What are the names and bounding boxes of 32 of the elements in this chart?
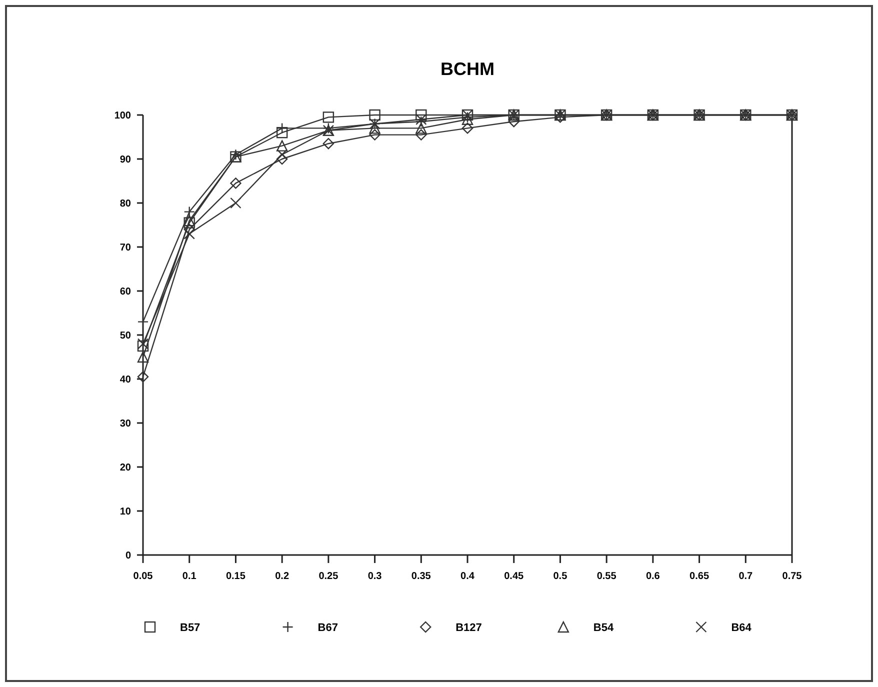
y-tick-label: 10 xyxy=(120,506,132,518)
x-tick-label: 0.65 xyxy=(690,571,710,582)
y-tick-label: 60 xyxy=(120,286,132,298)
y-tick-label: 90 xyxy=(120,154,132,166)
x-tick-label: 0.4 xyxy=(460,571,475,582)
x-tick-label: 0.55 xyxy=(596,571,617,582)
y-tick-label: 20 xyxy=(120,462,132,474)
y-tick-label: 50 xyxy=(120,330,132,342)
chart-title: BCHM xyxy=(440,59,494,79)
x-tick-label: 0.7 xyxy=(738,571,754,582)
y-tick-label: 0 xyxy=(125,550,132,562)
x-tick-label: 0.2 xyxy=(275,571,290,582)
y-tick-label: 80 xyxy=(120,198,132,210)
legend-label: B67 xyxy=(318,622,338,634)
x-tick-label: 0.75 xyxy=(782,571,802,582)
x-tick-label: 0.1 xyxy=(182,571,197,582)
y-tick-label: 30 xyxy=(120,418,132,430)
legend-label: B64 xyxy=(731,622,752,634)
x-tick-label: 0.3 xyxy=(368,571,382,582)
x-tick-label: 0.25 xyxy=(318,571,339,582)
legend-label: B127 xyxy=(456,622,482,634)
x-tick-label: 0.05 xyxy=(133,571,154,582)
x-tick-label: 0.5 xyxy=(553,571,568,582)
y-tick-label: 40 xyxy=(120,374,132,386)
legend-label: B57 xyxy=(180,622,200,634)
x-tick-label: 0.35 xyxy=(411,571,432,582)
y-tick-label: 70 xyxy=(120,242,132,254)
x-tick-label: 0.45 xyxy=(504,571,524,582)
y-tick-label: 100 xyxy=(114,110,132,122)
x-tick-label: 0.15 xyxy=(226,571,246,582)
x-tick-label: 0.6 xyxy=(646,571,660,582)
legend-label: B54 xyxy=(593,622,614,634)
